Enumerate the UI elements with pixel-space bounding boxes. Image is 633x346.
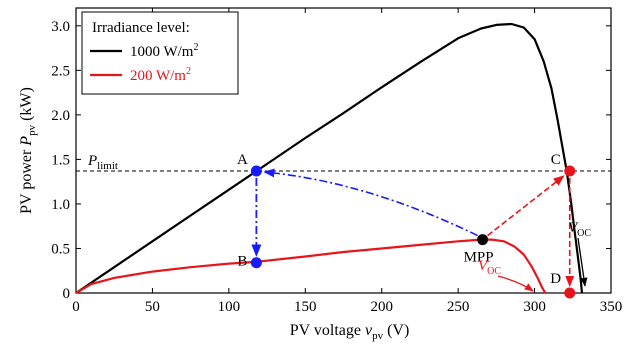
voc-arrow-200 <box>497 275 534 292</box>
y-tick-label: 3.0 <box>51 19 70 35</box>
x-tick-label: 50 <box>145 299 160 315</box>
y-tick-label: 2.5 <box>51 63 70 79</box>
plot-frame <box>75 7 612 294</box>
x-tick-label: 300 <box>523 299 546 315</box>
x-tick-label: 100 <box>218 299 241 315</box>
label-d: D <box>550 271 561 287</box>
y-tick-label: 0.5 <box>51 241 70 257</box>
x-tick-label: 350 <box>600 299 623 315</box>
point-mpp <box>477 234 489 246</box>
y-tick-label: 1.0 <box>51 197 70 213</box>
legend-entry-1: 200 W/m2 <box>130 66 191 84</box>
label-b: B <box>237 254 247 270</box>
point-b <box>250 257 262 269</box>
label-c: C <box>551 152 561 168</box>
voc-arrow-1000 <box>577 237 588 287</box>
point-d <box>564 287 576 299</box>
x-tick-label: 250 <box>447 299 470 315</box>
y-tick-label: 1.5 <box>51 152 70 168</box>
arrow-mpp-to-a <box>263 168 478 237</box>
voc-label-1000: VOC <box>568 220 591 239</box>
label-a: A <box>237 152 248 168</box>
y-tick-label: 2.0 <box>51 108 70 124</box>
legend-title: Irradiance level: <box>92 20 190 36</box>
arrow-mpp-to-c <box>487 175 565 237</box>
series-line-0 <box>75 22 584 294</box>
y-tick-label: 0 <box>63 286 71 302</box>
label-mpp: MPP <box>464 250 494 266</box>
p-limit-label: Plimit <box>87 153 118 172</box>
legend-box <box>81 11 239 95</box>
legend-entry-0: 1000 W/m2 <box>130 42 198 60</box>
series-line-1 <box>75 238 547 294</box>
x-tick-label: 0 <box>72 299 80 315</box>
x-axis-title: PV voltage vpv (V) <box>290 322 410 342</box>
x-tick-label: 150 <box>294 299 317 315</box>
y-axis-title: PV power Ppv (kW) <box>18 87 38 214</box>
point-a <box>250 165 262 177</box>
voc-label-200: VOC <box>478 258 501 277</box>
x-tick-label: 200 <box>370 299 393 315</box>
point-c <box>564 165 576 177</box>
